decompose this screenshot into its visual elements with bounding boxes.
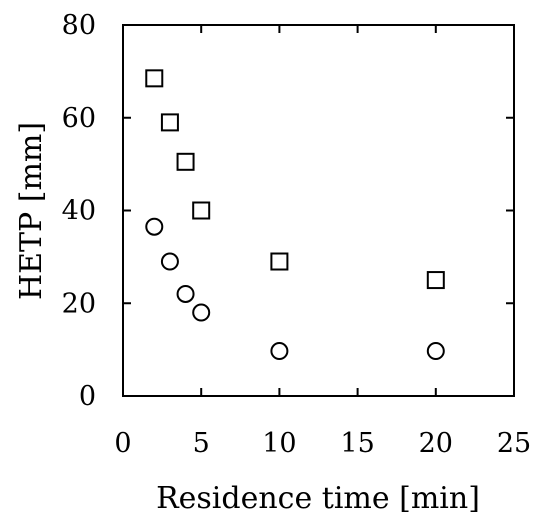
data-points — [145, 69, 445, 361]
y-tick-label: 60 — [62, 103, 96, 134]
x-axis-title: Residence time [min] — [156, 481, 480, 516]
plot-frame — [122, 24, 515, 397]
circle-marker — [160, 252, 179, 271]
square-marker — [160, 113, 179, 132]
x-tick-label: 15 — [340, 428, 374, 459]
axis-ticks — [122, 24, 515, 397]
square-marker — [145, 69, 164, 88]
square-marker — [426, 271, 445, 290]
circle-marker — [426, 342, 445, 361]
circle-marker — [176, 284, 195, 303]
square-marker — [270, 252, 289, 271]
circle-marker — [145, 217, 164, 236]
y-axis-title: HETP [mm] — [14, 122, 49, 300]
x-tick-label: 5 — [193, 428, 210, 459]
x-tick-label: 10 — [262, 428, 296, 459]
square-marker — [192, 201, 211, 220]
y-tick-label: 0 — [79, 381, 96, 412]
axis-tick-labels: 0 5 10 15 20 25 0 20 40 60 80 — [62, 10, 532, 459]
x-tick-label: 20 — [419, 428, 453, 459]
square-marker — [176, 152, 195, 171]
y-tick-label: 20 — [62, 288, 96, 319]
x-tick-label: 25 — [497, 428, 531, 459]
circle-marker — [270, 342, 289, 361]
x-tick-label: 0 — [114, 428, 131, 459]
circle-marker — [192, 303, 211, 322]
y-tick-label: 40 — [62, 196, 96, 227]
y-tick-label: 80 — [62, 10, 96, 41]
